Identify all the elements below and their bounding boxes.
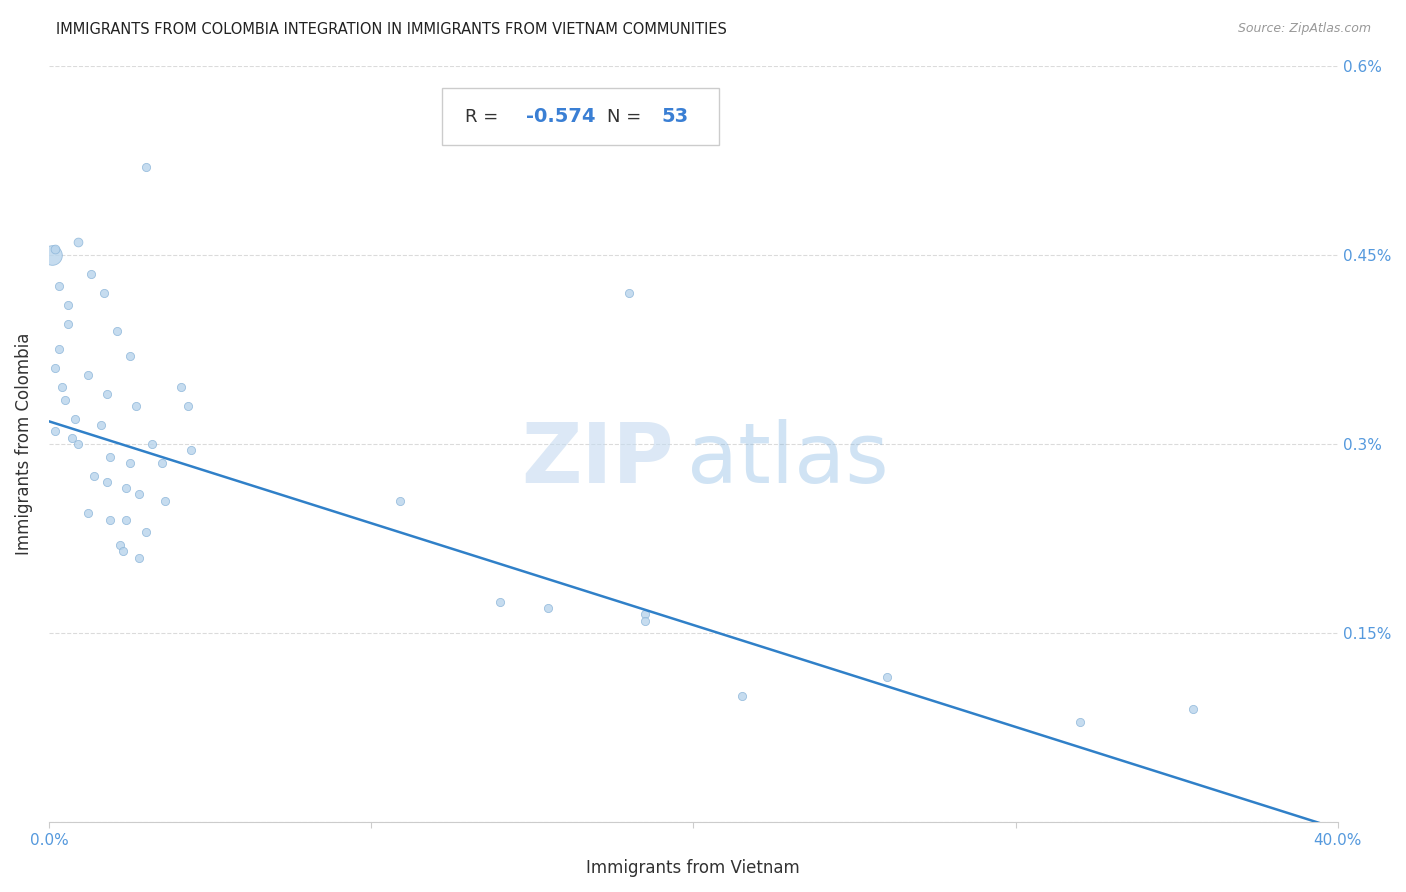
Point [115,513,138,527]
Point [180,443,202,458]
Point [96,475,118,489]
Point [634,614,657,628]
Point [1181,702,1204,716]
Text: IMMIGRANTS FROM COLOMBIA INTEGRATION IN IMMIGRANTS FROM VIETNAM COMMUNITIES: IMMIGRANTS FROM COLOMBIA INTEGRATION IN … [56,22,727,37]
Y-axis label: Immigrants from Colombia: Immigrants from Colombia [15,333,32,555]
Point [489,595,512,609]
Point [48,279,70,293]
Point [63,412,86,426]
Point [128,550,150,565]
Text: N =: N = [607,108,647,126]
Point [76,507,98,521]
Point [98,450,121,464]
Point [66,437,89,451]
FancyBboxPatch shape [441,88,718,145]
X-axis label: Immigrants from Vietnam: Immigrants from Vietnam [586,859,800,877]
Point [150,456,173,470]
Point [93,285,115,300]
Point [135,160,157,174]
Point [389,493,412,508]
Point [135,525,157,540]
Point [105,324,128,338]
Point [48,343,70,357]
Point [537,601,560,615]
Point [44,425,66,439]
Point [128,487,150,501]
Point [118,456,141,470]
Point [60,431,83,445]
Point [58,317,80,331]
Point [89,418,111,433]
Point [170,380,193,394]
Point [115,481,138,495]
Text: Source: ZipAtlas.com: Source: ZipAtlas.com [1237,22,1371,36]
Text: -0.574: -0.574 [526,107,595,126]
Point [876,670,898,684]
Text: ZIP: ZIP [522,418,673,500]
Point [112,544,135,558]
Point [58,298,80,312]
Point [66,235,89,250]
Point [53,392,76,407]
Point [41,248,63,262]
Text: R =: R = [465,108,505,126]
Point [80,267,103,281]
Point [98,513,121,527]
Point [731,690,754,704]
Point [96,386,118,401]
Point [617,285,640,300]
Point [118,349,141,363]
Point [634,607,657,622]
Point [51,380,73,394]
Point [125,399,148,413]
Point [44,361,66,376]
Point [141,437,163,451]
Text: atlas: atlas [688,418,889,500]
Point [44,242,66,256]
Point [83,468,105,483]
Point [108,538,131,552]
Point [153,493,176,508]
Point [76,368,98,382]
Point [176,399,198,413]
Text: 53: 53 [661,107,689,126]
Point [1069,714,1091,729]
